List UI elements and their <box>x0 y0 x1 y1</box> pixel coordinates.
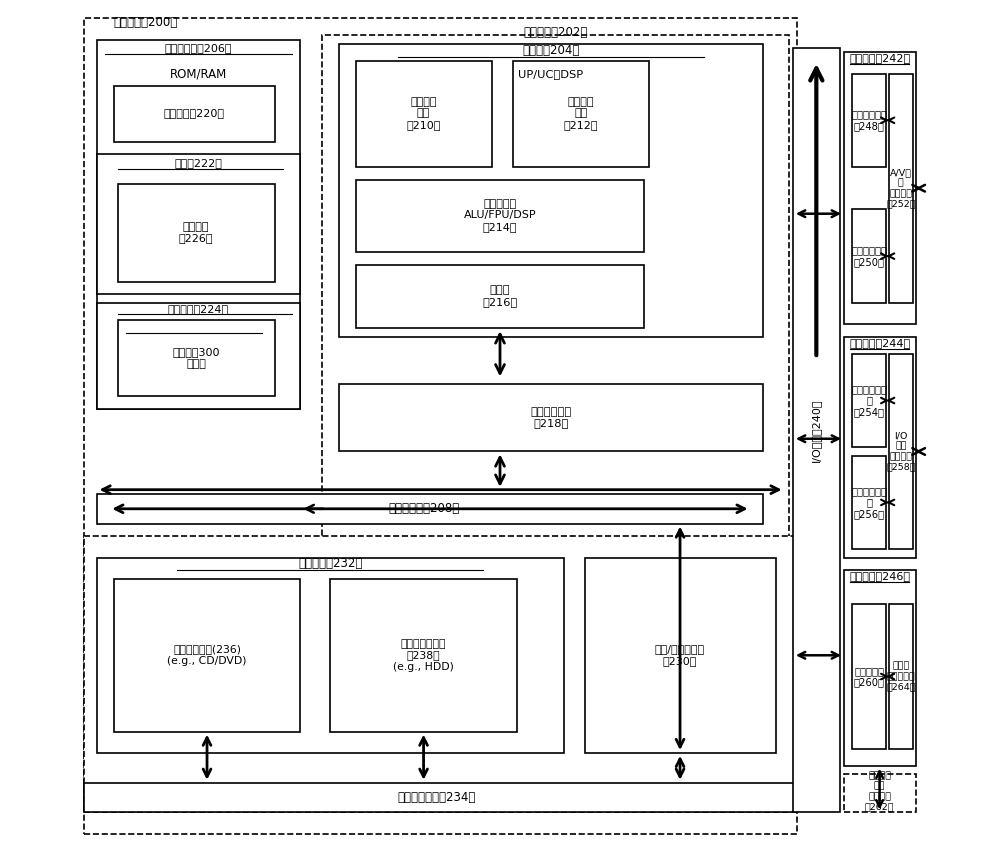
FancyBboxPatch shape <box>114 86 275 141</box>
FancyBboxPatch shape <box>322 35 789 541</box>
FancyBboxPatch shape <box>852 456 886 550</box>
Text: 计算设备（200）: 计算设备（200） <box>114 16 178 29</box>
FancyBboxPatch shape <box>84 19 797 833</box>
FancyBboxPatch shape <box>585 557 776 753</box>
Text: 系统存储器（206）: 系统存储器（206） <box>165 43 232 53</box>
FancyBboxPatch shape <box>339 383 763 452</box>
FancyBboxPatch shape <box>889 354 913 550</box>
Text: 串行接口控制
器
（254）: 串行接口控制 器 （254） <box>851 384 887 417</box>
Text: 寄存器
（216）: 寄存器 （216） <box>482 285 518 307</box>
FancyBboxPatch shape <box>889 604 913 749</box>
FancyBboxPatch shape <box>97 494 763 524</box>
FancyBboxPatch shape <box>844 52 916 324</box>
FancyBboxPatch shape <box>97 557 564 753</box>
FancyBboxPatch shape <box>118 184 275 282</box>
Text: 通信端
口（多个）
（264）: 通信端 口（多个） （264） <box>886 662 916 692</box>
Text: 储存设备（232）: 储存设备（232） <box>298 557 362 570</box>
Text: 不可移除储存器
（238）
(e.g., HDD): 不可移除储存器 （238） (e.g., HDD) <box>393 639 454 672</box>
Text: 应用（222）: 应用（222） <box>175 158 222 168</box>
FancyBboxPatch shape <box>793 48 840 813</box>
Text: I/O总线（240）: I/O总线（240） <box>811 399 821 462</box>
Text: 基本配置（202）: 基本配置（202） <box>523 26 587 39</box>
Text: 总线/接口控制器
（230）: 总线/接口控制器 （230） <box>655 644 705 666</box>
Text: 通信设备（246）: 通信设备（246） <box>849 572 910 581</box>
Text: A/V端
口
（多个）
（252）: A/V端 口 （多个） （252） <box>886 168 916 209</box>
FancyBboxPatch shape <box>97 39 300 409</box>
Text: 执行方法300
的指令: 执行方法300 的指令 <box>172 348 220 369</box>
Text: 输出设备（242）: 输出设备（242） <box>849 54 910 63</box>
Text: 并行接口控制
器
（256）: 并行接口控制 器 （256） <box>851 486 887 519</box>
Text: 处理器核心
ALU/FPU/DSP
（214）: 处理器核心 ALU/FPU/DSP （214） <box>464 199 536 232</box>
Text: UP/UC／DSP: UP/UC／DSP <box>518 68 584 78</box>
Text: 处理器（204）: 处理器（204） <box>522 44 580 57</box>
Text: 可移除储存器(236)
(e.g., CD/DVD): 可移除储存器(236) (e.g., CD/DVD) <box>167 644 247 666</box>
Text: 其他计算
设备
（多个）
（262）: 其他计算 设备 （多个） （262） <box>865 771 894 811</box>
Text: 二级高速
缓存
（212）: 二级高速 缓存 （212） <box>563 97 598 130</box>
FancyBboxPatch shape <box>118 320 275 396</box>
Text: 操作系统（220）: 操作系统（220） <box>164 108 225 118</box>
Text: 音频处理单元
（250）: 音频处理单元 （250） <box>851 245 887 267</box>
FancyBboxPatch shape <box>356 60 492 167</box>
FancyBboxPatch shape <box>844 774 916 813</box>
FancyBboxPatch shape <box>84 537 797 813</box>
FancyBboxPatch shape <box>356 265 644 328</box>
FancyBboxPatch shape <box>889 73 913 302</box>
FancyBboxPatch shape <box>844 337 916 557</box>
Text: 一级高速
缓存
（210）: 一级高速 缓存 （210） <box>406 97 441 130</box>
Text: 存储器控制器
（218）: 存储器控制器 （218） <box>530 406 572 429</box>
FancyBboxPatch shape <box>97 154 300 295</box>
FancyBboxPatch shape <box>330 579 517 732</box>
FancyBboxPatch shape <box>852 354 886 447</box>
FancyBboxPatch shape <box>84 783 797 813</box>
Text: I/O
端口
（多个）
（258）: I/O 端口 （多个） （258） <box>886 431 916 471</box>
Text: 储存接口总线（234）: 储存接口总线（234） <box>397 791 475 804</box>
Text: 其他应用
（226）: 其他应用 （226） <box>179 222 213 243</box>
FancyBboxPatch shape <box>339 43 763 337</box>
FancyBboxPatch shape <box>97 302 300 409</box>
Text: 程序数据（224）: 程序数据（224） <box>168 304 229 314</box>
Text: 图像处理单元
（248）: 图像处理单元 （248） <box>851 109 887 131</box>
FancyBboxPatch shape <box>844 570 916 766</box>
Text: 网络控制器
（260）: 网络控制器 （260） <box>854 665 885 688</box>
Text: 外设接口（244）: 外设接口（244） <box>849 337 910 348</box>
FancyBboxPatch shape <box>852 210 886 302</box>
FancyBboxPatch shape <box>852 604 886 749</box>
FancyBboxPatch shape <box>852 73 886 167</box>
FancyBboxPatch shape <box>114 579 300 732</box>
FancyBboxPatch shape <box>513 60 649 167</box>
Text: 存储器总线（208）: 存储器总线（208） <box>388 503 459 515</box>
Text: ROM/RAM: ROM/RAM <box>170 67 227 80</box>
FancyBboxPatch shape <box>356 180 644 252</box>
